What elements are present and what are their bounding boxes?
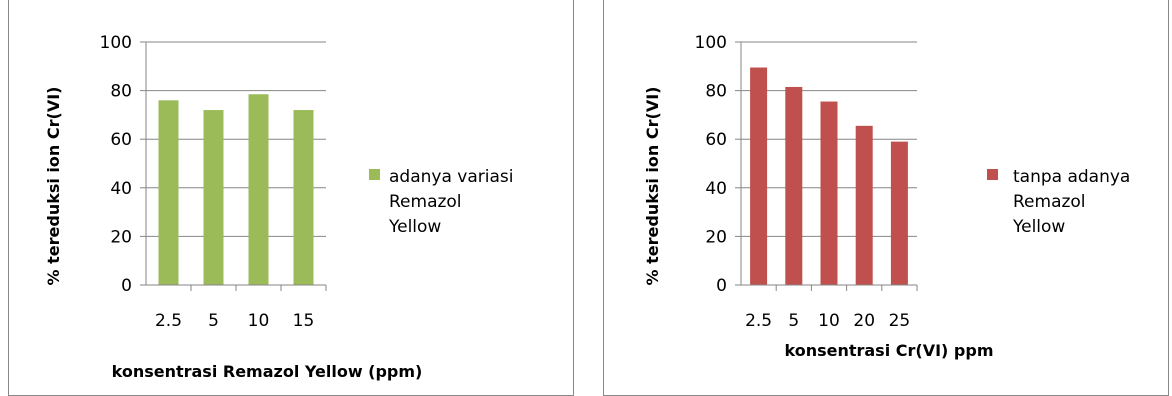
bar-chart-left: 0 20 40 60 80 100 2.5 5 10 15 % tereduksi ion Cr(V… xyxy=(44,33,513,381)
left-legend-label: Yellow xyxy=(388,217,441,237)
left-ytick-label: 0 xyxy=(121,276,132,296)
left-x-axis-label: konsentrasi Remazol Yellow (ppm) xyxy=(112,362,423,381)
right-ytick-label: 60 xyxy=(705,130,727,150)
left-bar-2.5 xyxy=(158,100,179,285)
left-ytick-label: 60 xyxy=(110,130,132,150)
left-xtick-label: 15 xyxy=(293,311,315,331)
right-bar-2.5 xyxy=(750,67,768,285)
left-bar-5 xyxy=(203,110,224,285)
left-y-axis-label: % tereduksi ion Cr(VI) xyxy=(44,87,63,286)
right-bar-10 xyxy=(820,101,838,285)
left-legend-label: adanya variasi xyxy=(389,167,513,187)
left-xtick-label: 10 xyxy=(248,311,270,331)
right-xtick-label: 2.5 xyxy=(745,311,772,331)
left-bar-10 xyxy=(248,94,269,286)
right-legend-label: tanpa adanya xyxy=(1013,167,1130,187)
right-ytick-label: 80 xyxy=(705,82,727,102)
right-bar-5 xyxy=(785,86,803,285)
right-legend-label: Yellow xyxy=(1012,217,1065,237)
left-bar-15 xyxy=(293,110,314,285)
right-ytick-label: 20 xyxy=(705,227,727,247)
right-legend-swatch xyxy=(987,169,998,180)
left-xtick-label: 5 xyxy=(208,311,219,331)
left-ytick-label: 40 xyxy=(110,179,132,199)
chart-panel-right: 0 20 40 60 80 100 2.5 5 10 20 25 % tereduksi ion Cr… xyxy=(603,0,1169,396)
right-y-axis-label: % tereduksi ion Cr(VI) xyxy=(643,87,662,286)
left-xtick-label: 2.5 xyxy=(155,311,182,331)
right-x-axis-label: konsentrasi Cr(VI) ppm xyxy=(784,341,993,360)
left-ytick-label: 80 xyxy=(110,82,132,102)
left-legend-swatch xyxy=(369,169,380,180)
right-legend-label: Remazol xyxy=(1013,192,1086,212)
right-ytick-label: 0 xyxy=(716,276,727,296)
left-ytick-label: 20 xyxy=(110,227,132,247)
right-ytick-label: 40 xyxy=(705,179,727,199)
right-xtick-label: 20 xyxy=(853,311,875,331)
right-bar-20 xyxy=(855,125,873,286)
right-xtick-label: 10 xyxy=(818,311,840,331)
right-xtick-label: 25 xyxy=(889,311,911,331)
right-ytick-label: 100 xyxy=(695,33,727,53)
right-xtick-label: 5 xyxy=(788,311,799,331)
right-bar-25 xyxy=(890,141,908,285)
bar-chart-right: 0 20 40 60 80 100 2.5 5 10 20 25 % tereduksi ion Cr… xyxy=(643,33,1130,360)
chart-panel-left: 0 20 40 60 80 100 2.5 5 10 15 % tereduksi ion Cr(V… xyxy=(8,0,574,396)
left-legend-label: Remazol xyxy=(389,192,462,212)
left-ytick-label: 100 xyxy=(100,33,132,53)
